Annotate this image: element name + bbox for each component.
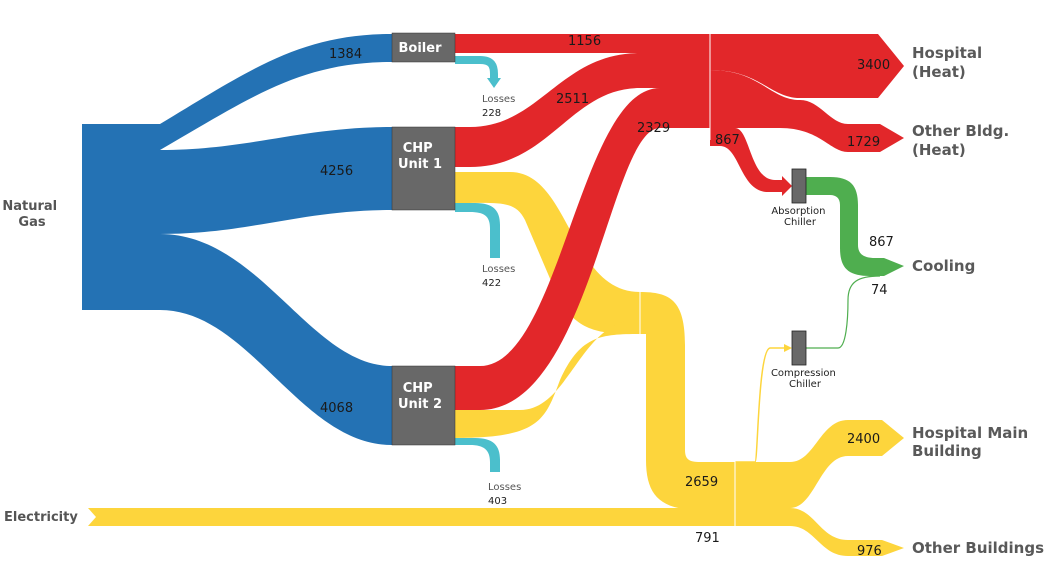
electricity-label: Electricity: [4, 510, 78, 525]
svg-text:Absorption Chiller: Absorption Chiller: [771, 206, 828, 228]
boiler-label: Boiler: [399, 41, 443, 56]
svg-text:Hospital Main Building: Hospital Main Building: [912, 424, 1033, 460]
electric-to-compression-flow: [735, 348, 786, 462]
svg-text:CHP Unit 1: CHP Unit 1: [398, 141, 442, 172]
hospital-heat-label-line1: Hospital: [912, 44, 982, 62]
gas-chp2-value: 4068: [320, 401, 353, 416]
chp2-label-line1: CHP: [403, 381, 433, 396]
absorption-to-cooling-flow: [806, 177, 904, 276]
absorption-cooling-value: 867: [869, 235, 894, 250]
chp1-heat-value: 2511: [556, 92, 589, 107]
svg-text:Other Bldg. (Heat): Other Bldg. (Heat): [912, 122, 1014, 159]
boiler-loss-flow: [455, 60, 494, 78]
compression-label-line2: Chiller: [789, 379, 822, 390]
svg-text:CHP Unit 2: CHP Unit 2: [398, 381, 442, 412]
gas-flows: [82, 34, 392, 445]
gas-boiler-value: 1384: [329, 47, 362, 62]
absorption-label-line1: Absorption: [771, 206, 825, 217]
hospital-main-label-line1: Hospital Main: [912, 424, 1028, 442]
chp2-loss-label: Losses: [488, 482, 521, 493]
compression-to-cooling-flow: [806, 276, 880, 348]
electricity-input-flow: [88, 508, 735, 526]
absorption-label-line2: Chiller: [784, 217, 817, 228]
other-buildings-value: 976: [857, 544, 882, 559]
chp2-loss-value: 403: [488, 496, 507, 507]
other-heat-label-line1: Other Bldg.: [912, 122, 1009, 140]
boiler-loss-value: 228: [482, 108, 501, 119]
compression-input-arrow: [784, 344, 792, 352]
compression-label-line1: Compression: [771, 368, 836, 379]
other-heat-value: 1729: [847, 135, 880, 150]
natural-gas-label-line2: Gas: [18, 215, 45, 230]
compression-chiller-node: [792, 331, 806, 365]
chp2-label-line2: Unit 2: [398, 397, 442, 412]
chp1-label-line2: Unit 1: [398, 157, 442, 172]
compression-cooling-value: 74: [871, 283, 888, 298]
hospital-heat-label-line2: (Heat): [912, 63, 966, 81]
cooling-label: Cooling: [912, 257, 975, 275]
hospital-main-label-line2: Building: [912, 442, 982, 460]
chp1-label-line1: CHP: [403, 141, 433, 156]
chp1-loss-value: 422: [482, 278, 501, 289]
chp2-heat-value: 2329: [637, 121, 670, 136]
other-heat-label-line2: (Heat): [912, 141, 966, 159]
chp1-loss-label: Losses: [482, 264, 515, 275]
boiler-loss-arrow: [487, 78, 501, 88]
hospital-main-value: 2400: [847, 432, 880, 447]
gas-chp1-value: 4256: [320, 164, 353, 179]
svg-text:Natural Gas: Natural Gas: [2, 199, 61, 230]
chp1-loss-flow: [455, 203, 500, 258]
electric-total-value: 2659: [685, 475, 718, 490]
other-buildings-label: Other Buildings: [912, 539, 1044, 557]
absorption-input-arrow: [782, 176, 792, 196]
hospital-heat-value: 3400: [857, 58, 890, 73]
boiler-heat-value: 1156: [568, 34, 601, 49]
heat-to-absorption-value: 867: [715, 133, 740, 148]
chp2-loss-flow: [455, 438, 500, 472]
svg-text:Compression Chiller: Compression Chiller: [771, 368, 839, 390]
svg-text:Boiler: Boiler: [399, 41, 443, 56]
absorption-chiller-node: [792, 169, 806, 203]
natural-gas-label-line1: Natural: [2, 199, 57, 214]
boiler-loss-label: Losses: [482, 94, 515, 105]
svg-text:Hospital (Heat): Hospital (Heat): [912, 44, 987, 81]
electricity-in-value: 791: [695, 531, 720, 546]
cooling-flows: [806, 177, 904, 348]
